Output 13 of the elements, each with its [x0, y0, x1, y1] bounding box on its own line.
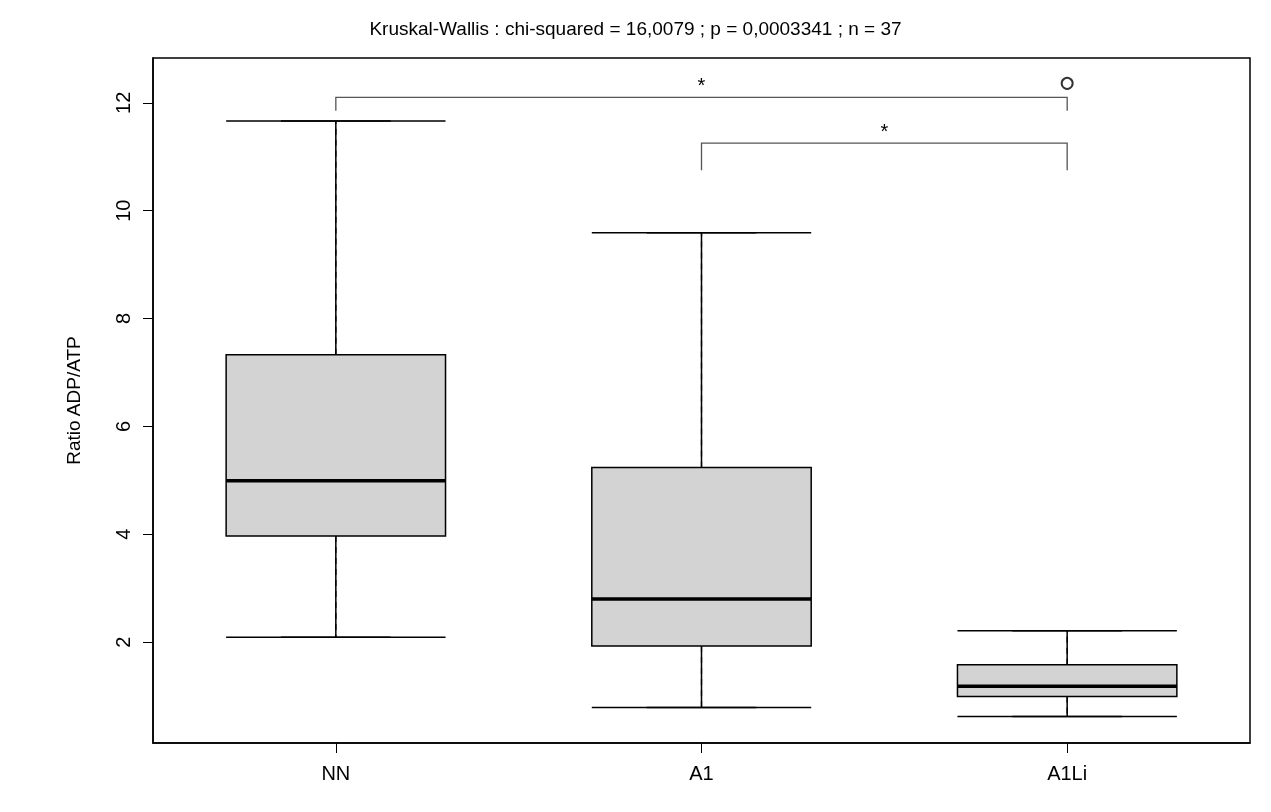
y-tick-label: 4: [112, 528, 134, 540]
y-axis-title: Ratio ADP/ATP: [63, 336, 84, 465]
x-tick-label: A1: [689, 762, 714, 784]
y-tick-label: 8: [112, 312, 134, 325]
x-tick-label: NN: [321, 762, 351, 784]
chart-title: Kruskal-Wallis : chi-squared = 16,0079 ; p = 0,0003341 ; n = 37: [369, 18, 902, 39]
y-tick-label: 12: [112, 91, 134, 114]
x-tick-label: A1Li: [1047, 762, 1088, 784]
y-tick-label: 2: [112, 636, 134, 648]
y-tick-label: 6: [112, 420, 134, 432]
y-tick-label: 10: [112, 199, 134, 222]
annotation: *: [880, 120, 889, 143]
annotation: *: [697, 74, 706, 97]
